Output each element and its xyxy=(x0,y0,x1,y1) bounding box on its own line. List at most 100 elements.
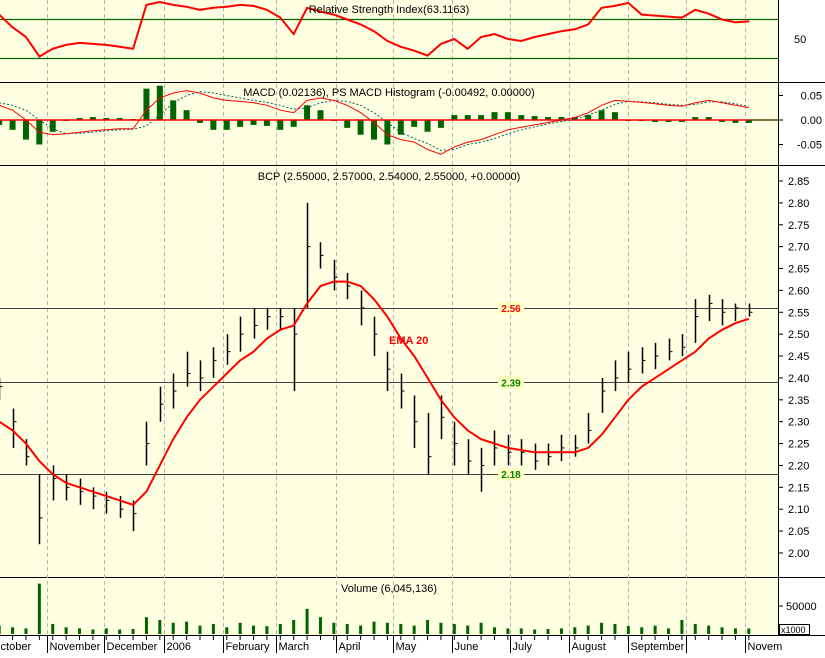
macd-histogram-bar xyxy=(652,120,659,122)
macd-histogram-bar xyxy=(156,85,163,120)
macd-line xyxy=(0,90,749,155)
macd-histogram-bar xyxy=(22,120,29,140)
price-level-label-bg xyxy=(498,468,524,481)
volume-bar xyxy=(426,620,430,634)
volume-bar xyxy=(238,622,242,634)
price-y-tick: 2.40 xyxy=(788,373,809,385)
macd-histogram-bar xyxy=(518,115,525,120)
rsi-point xyxy=(748,20,750,23)
volume-bar xyxy=(747,628,751,634)
rsi-point xyxy=(399,46,402,48)
x-tick-label: 2006 xyxy=(167,641,191,653)
macd-histogram-bar xyxy=(76,118,83,120)
volume-bar xyxy=(359,625,363,634)
volume-title: Volume (6,045,136) xyxy=(341,583,437,595)
macd-histogram-bar xyxy=(250,120,257,125)
macd-histogram-bar xyxy=(317,110,324,120)
price-y-tick: 2.05 xyxy=(788,526,809,538)
price-level-label: 2.39 xyxy=(501,378,521,389)
rsi-point xyxy=(721,18,723,21)
rsi-point xyxy=(426,54,429,57)
panel-vol xyxy=(0,578,778,635)
macd-histogram-bar xyxy=(290,120,297,127)
x-tick-label: June xyxy=(455,641,479,653)
price-level-label: 2.18 xyxy=(501,470,521,481)
macd-histogram-bar xyxy=(103,118,110,120)
x-tick-label: February xyxy=(226,641,271,653)
volume-bar xyxy=(345,623,349,634)
macd-y-tick: 0.00 xyxy=(801,115,822,127)
volume-bar xyxy=(506,628,510,634)
ema-line xyxy=(0,280,750,506)
macd-histogram-bar xyxy=(491,112,498,120)
macd-histogram-bar xyxy=(411,120,418,127)
x-tick-label: May xyxy=(396,641,417,653)
volume-bar xyxy=(118,629,122,634)
macd-histogram-bar xyxy=(464,115,471,120)
macd-histogram-bar xyxy=(705,117,712,120)
price-y-tick: 2.30 xyxy=(788,417,809,429)
volume-bar xyxy=(51,623,55,634)
rsi-point xyxy=(145,4,148,6)
volume-bar xyxy=(185,621,189,634)
x-tick-label: September xyxy=(631,641,685,653)
volume-bar xyxy=(318,617,322,634)
rsi-point xyxy=(239,4,241,6)
rsi-point xyxy=(386,40,389,42)
volume-bar xyxy=(225,627,229,634)
x-tick-label: August xyxy=(572,641,606,653)
volume-bar xyxy=(399,623,403,634)
macd-histogram-bar xyxy=(371,120,378,140)
macd-histogram-bar xyxy=(277,120,284,130)
rsi-point xyxy=(520,40,523,42)
rsi-point xyxy=(694,8,697,11)
rsi-point xyxy=(707,12,710,15)
macd-histogram-bar xyxy=(89,117,96,120)
macd-histogram-bar xyxy=(451,115,458,120)
macd-histogram-bar xyxy=(504,112,511,120)
rsi-point xyxy=(346,18,349,21)
macd-y-tick: 0.05 xyxy=(801,91,822,103)
rsi-point xyxy=(480,36,482,38)
macd-title: MACD (0.02136), PS MACD Histogram (-0.00… xyxy=(243,87,535,99)
volume-bar xyxy=(667,628,671,634)
volume-unit-label: x1000 xyxy=(781,625,806,635)
volume-bar xyxy=(733,628,737,634)
rsi-point xyxy=(185,6,188,8)
rsi-point xyxy=(574,28,576,31)
volume-bar xyxy=(385,622,389,634)
price-title: BCP (2.55000, 2.57000, 2.54000, 2.55000,… xyxy=(258,171,521,183)
rsi-point xyxy=(547,33,549,35)
macd-histogram-bar xyxy=(571,117,578,120)
price-y-tick: 2.45 xyxy=(788,351,809,363)
rsi-point xyxy=(78,42,81,44)
macd-histogram-bar xyxy=(531,116,538,120)
rsi-point xyxy=(333,13,335,16)
macd-histogram-bar xyxy=(732,120,739,123)
volume-bar xyxy=(680,620,684,634)
macd-histogram-bar xyxy=(719,120,726,122)
rsi-point xyxy=(466,47,469,50)
macd-histogram-bar xyxy=(116,118,123,120)
rsi-point xyxy=(199,8,201,11)
volume-bar xyxy=(332,622,336,634)
macd-signal-line xyxy=(0,91,749,151)
volume-bar xyxy=(559,628,563,634)
rsi-point xyxy=(212,7,215,9)
macd-y-tick: -0.05 xyxy=(797,140,822,152)
macd-histogram-bar xyxy=(304,105,311,120)
volume-bar xyxy=(653,625,657,634)
price-level-label: 2.56 xyxy=(501,304,521,315)
macd-histogram-bar xyxy=(665,120,672,122)
volume-bar xyxy=(600,622,604,634)
x-tick-label: March xyxy=(279,641,310,653)
rsi-point xyxy=(359,23,362,26)
volume-bar xyxy=(198,625,202,634)
volume-bar xyxy=(707,625,711,634)
rsi-title: Relative Strength Index(63.1163) xyxy=(309,4,470,16)
rsi-point xyxy=(440,43,442,45)
volume-bar xyxy=(586,625,590,634)
rsi-point xyxy=(627,2,630,4)
price-y-tick: 2.35 xyxy=(788,395,809,407)
macd-histogram-bar xyxy=(0,120,3,125)
